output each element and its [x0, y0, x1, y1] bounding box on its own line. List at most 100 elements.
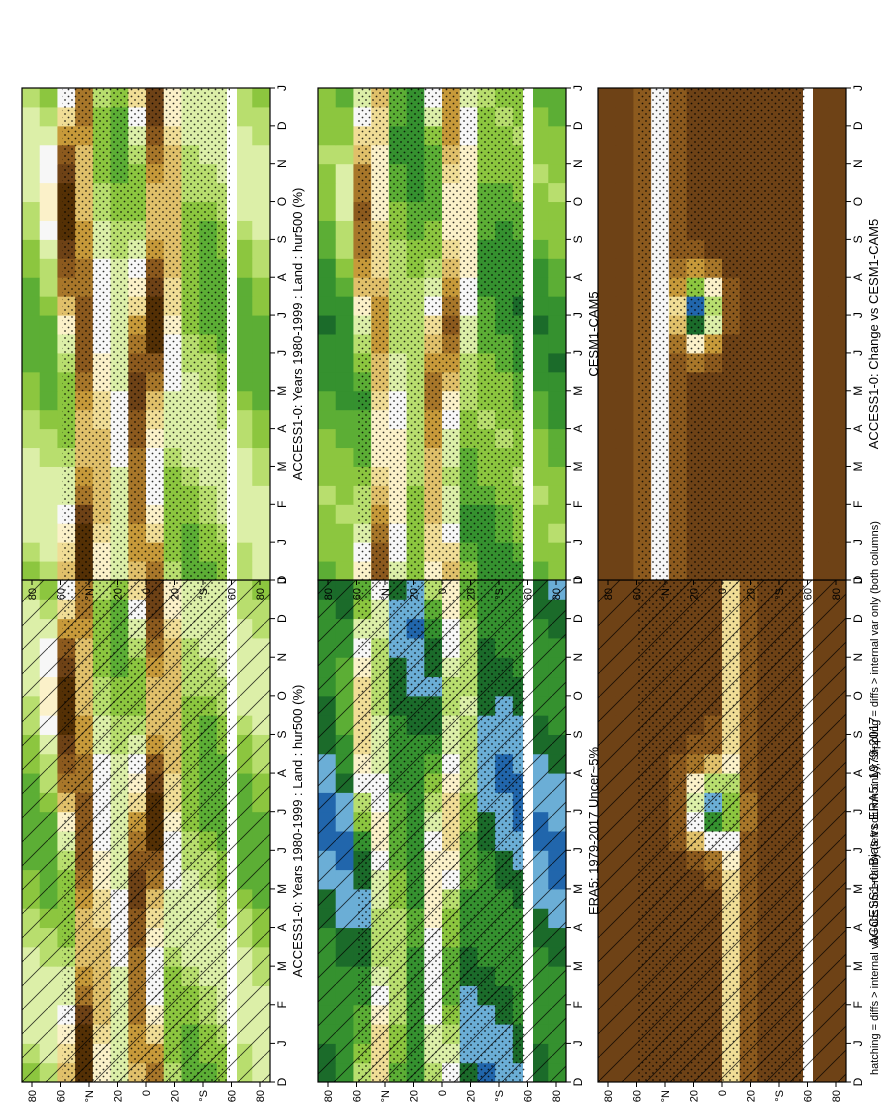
heat-cell — [318, 390, 337, 411]
heat-cell — [335, 523, 354, 543]
month-label: S — [851, 730, 865, 738]
month-label: M — [571, 386, 585, 396]
heat-cell — [530, 106, 549, 127]
lat-label: 20 — [113, 588, 125, 600]
heat-cell — [318, 258, 337, 278]
lat-label: 60 — [523, 588, 535, 600]
heat-cell — [252, 352, 271, 373]
lat-label: 60 — [632, 588, 644, 600]
heat-cell — [615, 239, 634, 259]
heat-cell — [615, 542, 634, 562]
heat-cell — [810, 485, 829, 505]
month-label: D — [851, 575, 865, 584]
lat-label: 80 — [323, 588, 335, 600]
heat-cell — [234, 371, 253, 392]
heat-cell — [318, 352, 337, 373]
heat-cell — [252, 296, 271, 316]
heat-cell — [530, 390, 549, 411]
month-label: A — [275, 273, 289, 281]
heat-cell — [318, 466, 337, 486]
heat-cell — [234, 466, 253, 486]
heat-cell — [548, 352, 567, 373]
heat-cell — [810, 163, 829, 184]
month-label: J — [571, 85, 585, 91]
heat-cell — [335, 542, 354, 562]
month-label: D — [571, 1077, 585, 1086]
heat-cell — [318, 182, 337, 203]
heat-cell — [810, 182, 829, 203]
month-label: J — [851, 350, 865, 356]
heat-cell — [810, 542, 829, 562]
stippling-overlay — [62, 88, 230, 580]
heat-cell — [548, 106, 567, 127]
heat-cell — [318, 371, 337, 392]
heat-cell — [22, 561, 41, 581]
lat-label: 80 — [27, 588, 39, 600]
heat-cell — [828, 334, 847, 354]
heat-cell — [598, 542, 617, 562]
heat-cell — [548, 466, 567, 486]
heat-cell — [22, 390, 41, 411]
heat-cell — [530, 466, 549, 486]
heat-cell — [252, 542, 271, 562]
heat-cell — [530, 277, 549, 297]
heat-cell — [22, 201, 41, 221]
heat-cell — [234, 239, 253, 259]
heat-cell — [234, 88, 253, 108]
heat-cell — [810, 296, 829, 316]
month-label: N — [851, 159, 865, 168]
heat-cell — [530, 258, 549, 278]
heat-cell — [828, 296, 847, 316]
heat-cell — [39, 466, 58, 486]
heat-cell — [318, 428, 337, 449]
heat-cell — [318, 106, 337, 127]
lat-label: 0 — [141, 588, 153, 594]
lat-label: 0 — [437, 1090, 449, 1096]
panel-title: ACCESS1-0: Change vs CESM1-CAM5 — [866, 219, 881, 449]
heat-cell — [252, 125, 271, 146]
heat-cell — [22, 334, 41, 354]
heat-cell — [810, 523, 829, 543]
heat-cell — [828, 277, 847, 297]
heat-cell — [548, 239, 567, 259]
heat-cell — [828, 466, 847, 486]
month-label: A — [851, 425, 865, 433]
heat-cell — [598, 409, 617, 430]
heat-cell — [234, 334, 253, 354]
heat-cell — [22, 296, 41, 316]
heat-cell — [615, 163, 634, 184]
heat-cell — [615, 106, 634, 127]
heat-cell — [252, 504, 271, 524]
heat-cell — [828, 163, 847, 184]
heat-cell — [530, 315, 549, 335]
heat-cell — [598, 144, 617, 165]
lat-label: 20 — [689, 1090, 701, 1102]
heat-cell — [615, 485, 634, 505]
heat-cell — [828, 239, 847, 259]
panel-title: ERA5: 1979-2017 Uncer~5% — [586, 747, 601, 915]
heat-cell — [318, 334, 337, 354]
heat-cell — [530, 447, 549, 467]
heat-cell — [598, 447, 617, 467]
heat-cell — [318, 447, 337, 467]
heat-cell — [335, 485, 354, 505]
heat-cell — [615, 201, 634, 221]
heat-cell — [22, 88, 41, 108]
heat-cell — [39, 258, 58, 278]
heat-cell — [234, 315, 253, 335]
heat-cell — [335, 239, 354, 259]
month-label: M — [275, 961, 289, 971]
heat-cell — [335, 88, 354, 108]
month-label: J — [275, 577, 289, 583]
heat-cell — [318, 523, 337, 543]
month-label: A — [571, 425, 585, 433]
heat-cell — [335, 258, 354, 278]
month-label: N — [275, 653, 289, 662]
month-label: M — [571, 461, 585, 471]
heat-cell — [810, 334, 829, 354]
month-label: J — [851, 847, 865, 853]
lat-label: °S — [198, 588, 210, 600]
month-label: J — [275, 539, 289, 545]
